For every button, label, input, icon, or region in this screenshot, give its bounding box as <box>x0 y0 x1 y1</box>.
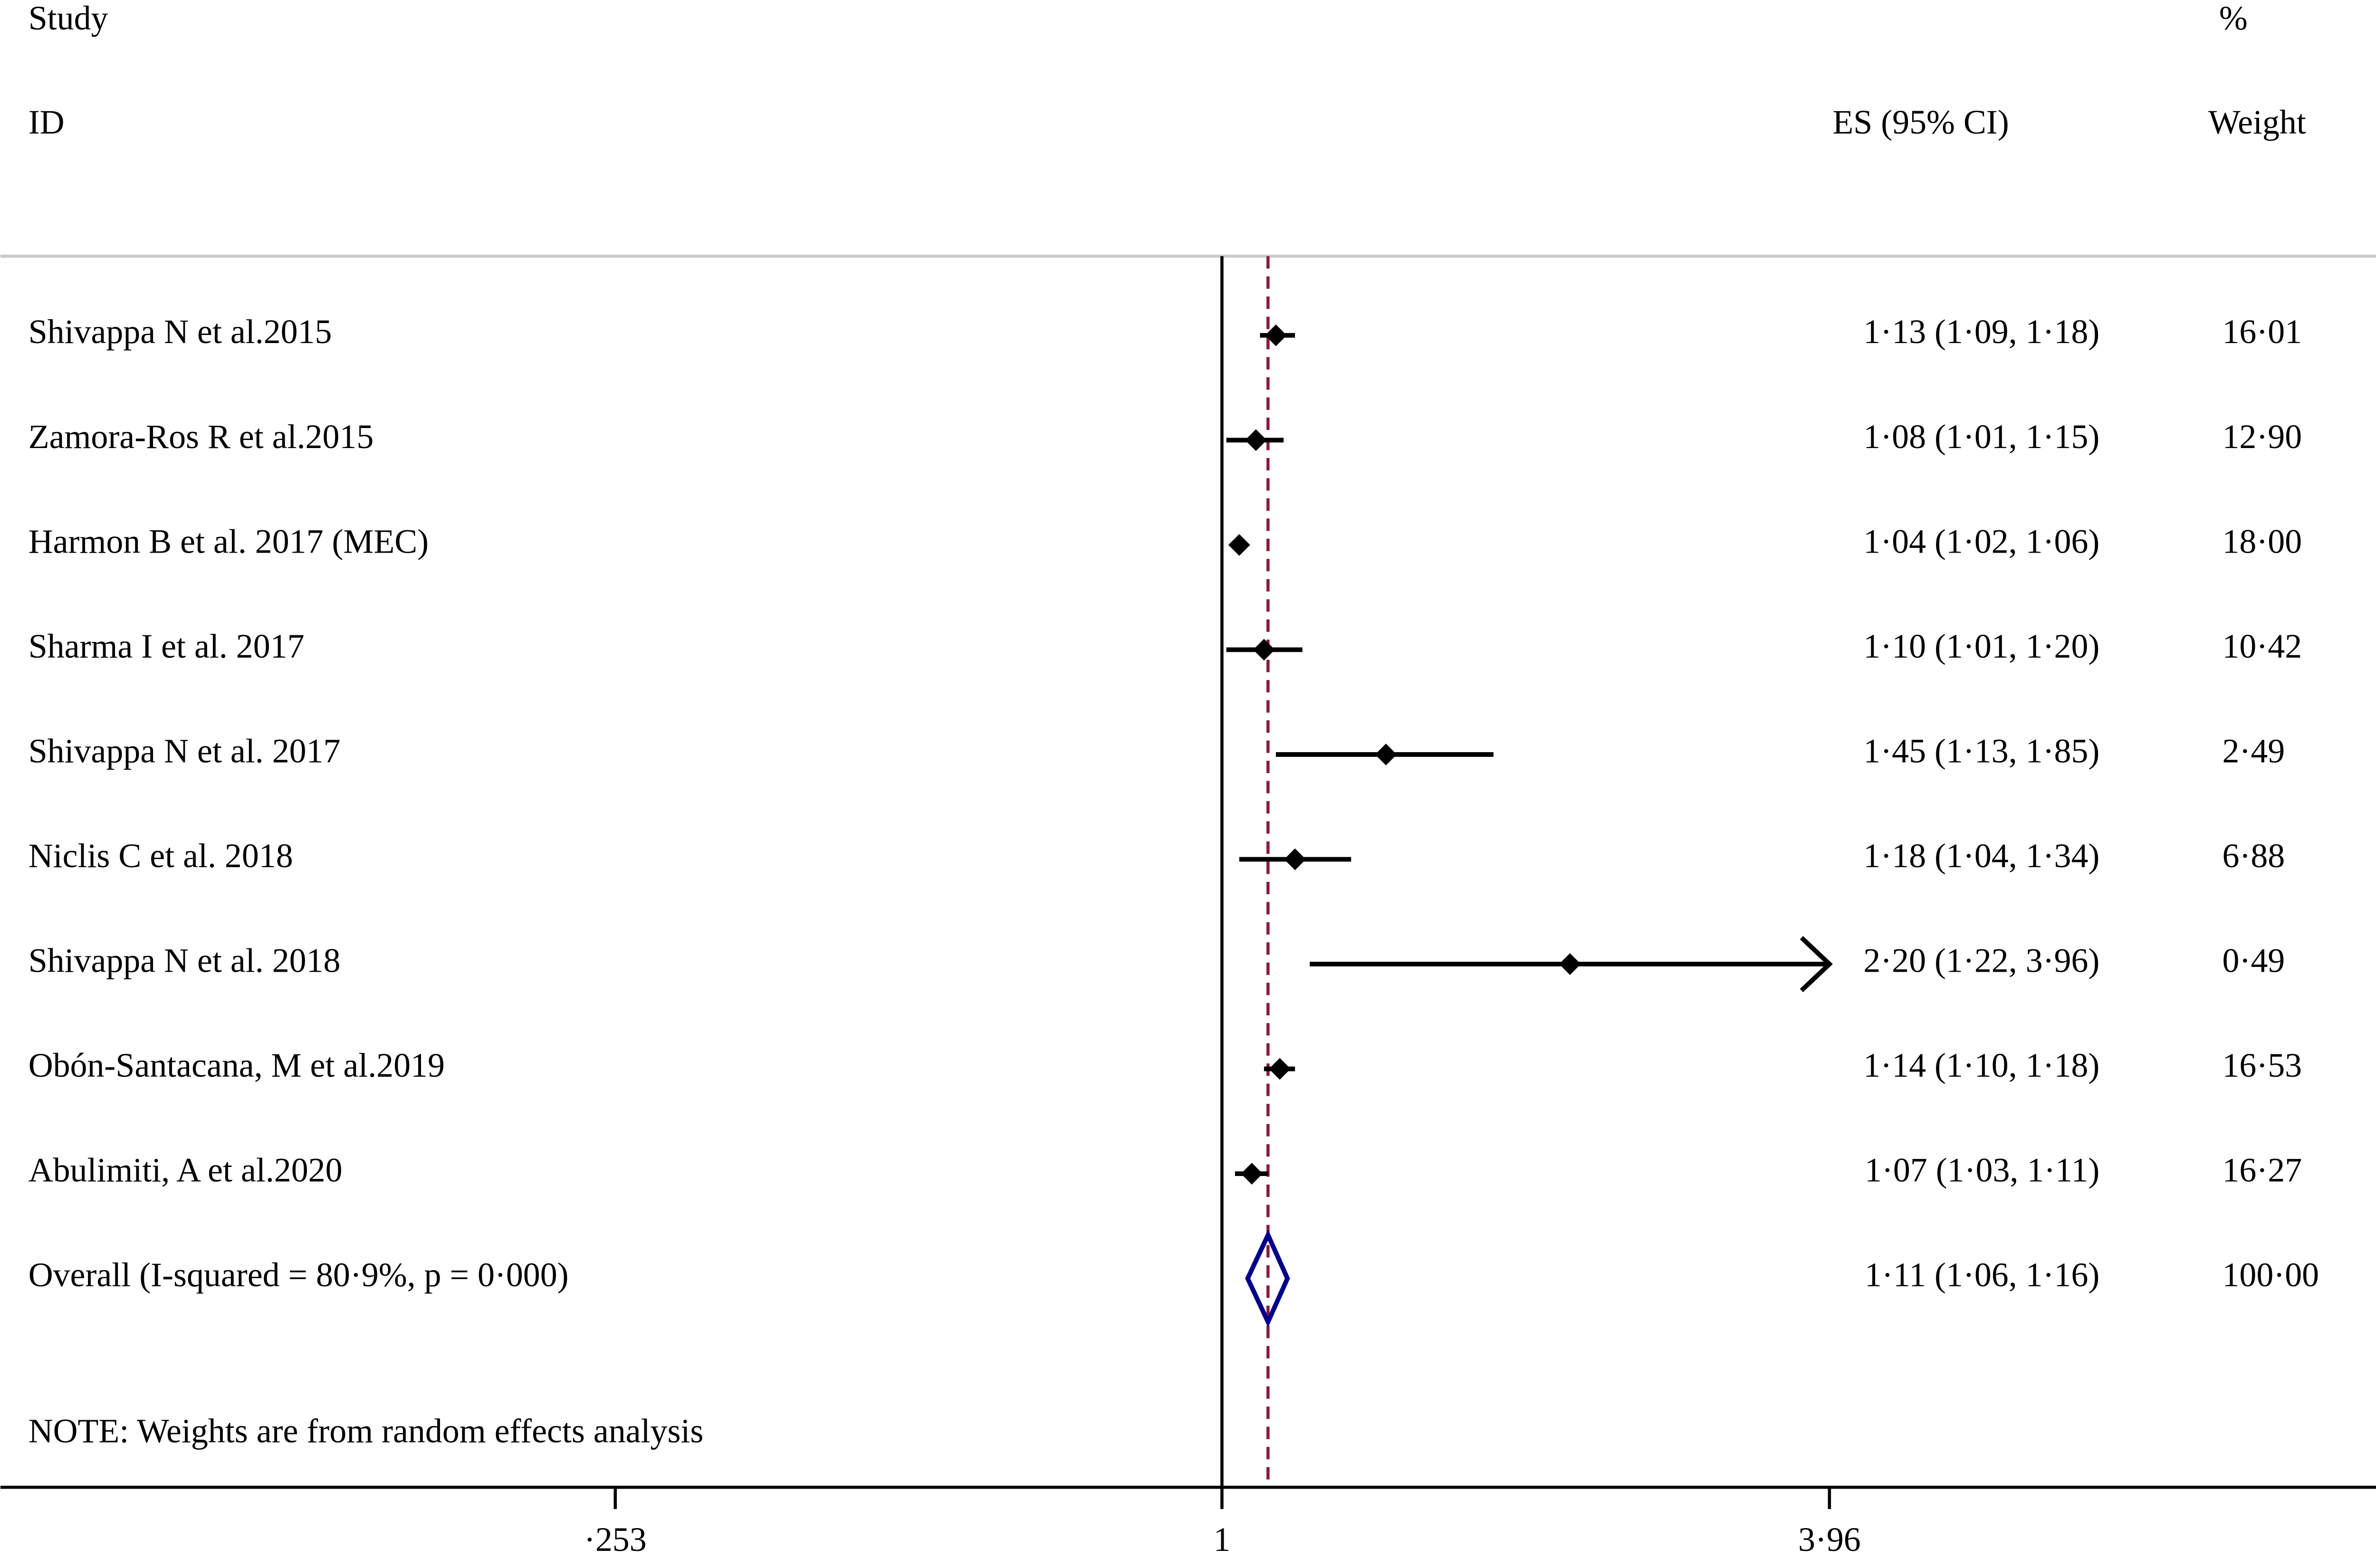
es-marker <box>1284 848 1306 870</box>
es-marker <box>1241 1163 1263 1185</box>
header-weight: Weight <box>2208 103 2306 141</box>
header-es: ES (95% CI) <box>1832 103 2009 141</box>
es-marker <box>1375 744 1397 765</box>
overall-es-label: 1·11 (1·06, 1·16) <box>1865 1256 2099 1294</box>
weight-label: 16·01 <box>2222 313 2302 351</box>
x-tick-label: 3·96 <box>1798 1520 1861 1558</box>
header-id: ID <box>29 103 65 141</box>
x-tick-label: ·253 <box>584 1520 647 1558</box>
es-marker <box>1228 534 1250 556</box>
es-label: 1·08 (1·01, 1·15) <box>1863 418 2099 456</box>
es-label: 1·18 (1·04, 1·34) <box>1863 837 2099 875</box>
es-label: 2·20 (1·22, 3·96) <box>1863 942 2099 980</box>
study-label: Abulimiti, A et al.2020 <box>29 1151 343 1189</box>
study-label: Obón-Santacana, M et al.2019 <box>29 1046 445 1084</box>
weight-label: 16·53 <box>2222 1046 2302 1084</box>
weight-label: 0·49 <box>2222 942 2285 980</box>
overall-diamond <box>1245 1229 1290 1328</box>
header-study: Study <box>29 0 108 37</box>
study-label: Shivappa N et al. 2018 <box>29 942 341 980</box>
study-label: Shivappa N et al.2015 <box>29 313 332 351</box>
weight-label: 10·42 <box>2222 627 2302 665</box>
x-tick-label: 1 <box>1213 1520 1230 1558</box>
ci-arrow <box>1800 936 1833 993</box>
header-pct: % <box>2219 0 2248 37</box>
note: NOTE: Weights are from random effects an… <box>29 1412 704 1450</box>
overall-weight-label: 100·00 <box>2222 1256 2319 1294</box>
study-label: Shivappa N et al. 2017 <box>29 732 341 770</box>
es-marker <box>1245 429 1267 451</box>
study-label: Zamora-Ros R et al.2015 <box>29 418 374 456</box>
es-label: 1·14 (1·10, 1·18) <box>1863 1046 2099 1084</box>
es-marker <box>1253 639 1275 661</box>
weight-label: 2·49 <box>2222 732 2285 770</box>
es-label: 1·45 (1·13, 1·85) <box>1863 732 2099 770</box>
weight-label: 18·00 <box>2222 522 2302 560</box>
es-marker <box>1559 953 1581 975</box>
es-marker <box>1269 1058 1291 1080</box>
study-label: Niclis C et al. 2018 <box>29 837 293 875</box>
weight-label: 12·90 <box>2222 418 2302 456</box>
es-label: 1·13 (1·09, 1·18) <box>1863 313 2099 351</box>
es-label: 1·04 (1·02, 1·06) <box>1863 522 2099 560</box>
study-label: Sharma I et al. 2017 <box>29 627 305 665</box>
weight-label: 6·88 <box>2222 837 2285 875</box>
weight-label: 16·27 <box>2222 1151 2302 1189</box>
overall-label: Overall (I-squared = 80·9%, p = 0·000) <box>29 1256 569 1294</box>
study-label: Harmon B et al. 2017 (MEC) <box>29 522 429 560</box>
es-marker <box>1265 324 1287 346</box>
es-label: 1·10 (1·01, 1·20) <box>1863 627 2099 665</box>
es-label: 1·07 (1·03, 1·11) <box>1865 1151 2099 1189</box>
